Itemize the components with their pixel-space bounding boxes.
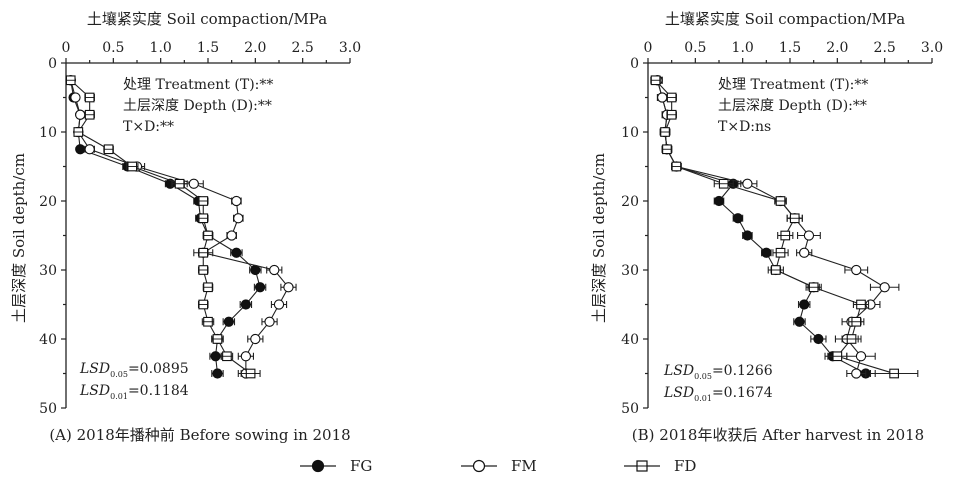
legend-item-fd: FD: [624, 457, 696, 475]
data-point: [803, 230, 815, 241]
data-point: [794, 316, 805, 327]
data-point: [240, 299, 251, 310]
x-tick-label: 1.5: [197, 40, 219, 56]
x-tick-label: 2.5: [292, 40, 314, 56]
data-point: [231, 195, 242, 207]
series-line: [655, 79, 895, 375]
y-tick-label: 0: [48, 56, 57, 72]
data-point: [732, 213, 744, 224]
data-point: [70, 92, 81, 103]
legend: FG FM FD: [300, 457, 696, 475]
series-fd: [650, 75, 919, 379]
series-fm: [652, 75, 900, 379]
data-point: [851, 264, 862, 276]
panel-caption: (B) 2018年收获后 After harvest in 2018: [632, 426, 924, 444]
data-point: [231, 247, 242, 258]
data-point: [254, 282, 266, 293]
legend-label: FD: [674, 457, 696, 475]
y-tick-label: 40: [621, 332, 639, 348]
data-point: [879, 282, 890, 293]
data-point: [657, 92, 668, 103]
top-axis-title: 土壤紧实度 Soil compaction/MPa: [87, 10, 327, 28]
legend-label: FM: [511, 457, 537, 475]
y-tick-label: 30: [39, 263, 57, 279]
annotation-depth: 土层深度 Depth (D):**: [123, 98, 272, 114]
lsd-001: LSD0.01=0.1674: [663, 385, 773, 403]
x-tick-label: 2.0: [244, 40, 266, 56]
data-point: [233, 213, 244, 224]
data-point: [210, 351, 221, 362]
series-fm: [65, 75, 297, 379]
data-point: [188, 178, 199, 189]
data-point: [851, 368, 862, 379]
panel-caption: (A) 2018年播种前 Before sowing in 2018: [49, 426, 350, 444]
x-tick-label: 1.0: [732, 40, 754, 56]
legend-item-fg: FG: [300, 457, 372, 475]
x-tick-label: 2.0: [826, 40, 848, 56]
y-tick-label: 40: [39, 332, 57, 348]
y-tick-label: 20: [39, 194, 57, 210]
x-tick-label: 3.0: [921, 40, 943, 56]
x-tick-label: 1.0: [150, 40, 172, 56]
lsd-001: LSD0.01=0.1184: [79, 383, 189, 401]
y-tick-label: 10: [621, 125, 639, 141]
data-point: [240, 351, 252, 362]
data-point: [250, 264, 261, 276]
data-point: [799, 299, 810, 310]
annotation-interaction: T×D:ns: [718, 119, 771, 135]
data-point: [223, 316, 234, 327]
panel-b: 土壤紧实度 Soil compaction/MPa 土层深度 Soil dept…: [590, 10, 943, 444]
series-line: [70, 80, 290, 374]
data-point: [273, 299, 285, 310]
x-tick-label: 0: [62, 40, 71, 56]
data-point: [283, 282, 294, 293]
data-point: [761, 247, 772, 258]
data-point: [75, 109, 86, 120]
annotation-interaction: T×D:**: [123, 119, 174, 135]
lsd-005: LSD0.05=0.1266: [663, 363, 773, 381]
data-point: [742, 230, 753, 241]
data-point: [75, 144, 86, 155]
data-point: [813, 333, 824, 345]
y-axis-title: 土层深度 Soil depth/cm: [10, 153, 28, 323]
y-axis-title: 土层深度 Soil depth/cm: [590, 153, 608, 323]
lsd-005: LSD0.05=0.0895: [79, 361, 189, 379]
y-tick-label: 50: [621, 401, 639, 417]
x-tick-label: 0.5: [102, 40, 124, 56]
axes: 0 0.5 1.0 1.5 2.0 2.5 3.0 0 10 20 30 40 50: [39, 40, 361, 417]
x-tick-label: 0: [644, 40, 653, 56]
data-point: [250, 333, 261, 345]
legend-item-fm: FM: [461, 457, 537, 475]
annotation-treatment: 处理 Treatment (T):**: [718, 77, 868, 93]
data-point: [84, 144, 95, 155]
data-point: [269, 264, 280, 276]
data-point: [799, 247, 810, 258]
data-point: [855, 351, 867, 362]
y-tick-label: 20: [621, 194, 639, 210]
legend-open-circle-marker: [472, 459, 486, 473]
legend-filled-circle-marker: [311, 459, 325, 473]
x-tick-label: 2.5: [874, 40, 896, 56]
series-fd: [65, 75, 261, 379]
panel-a: 土壤紧实度 Soil compaction/MPa 土层深度 Soil dept…: [10, 10, 361, 444]
y-tick-label: 50: [39, 401, 57, 417]
data-point: [226, 230, 237, 241]
data-point: [742, 178, 753, 189]
data-point: [264, 316, 275, 327]
axes: 0 0.5 1.0 1.5 2.0 2.5 3.0 0 10 20 30 40 50: [621, 40, 943, 417]
annotation-treatment: 处理 Treatment (T):**: [123, 77, 273, 93]
data-point: [212, 368, 223, 379]
y-tick-label: 10: [39, 125, 57, 141]
top-axis-title: 土壤紧实度 Soil compaction/MPa: [665, 10, 905, 28]
y-tick-label: 30: [621, 263, 639, 279]
x-tick-label: 0.5: [684, 40, 706, 56]
legend-label: FG: [350, 457, 372, 475]
x-tick-label: 3.0: [339, 40, 361, 56]
y-tick-label: 0: [630, 56, 639, 72]
x-tick-label: 1.5: [779, 40, 801, 56]
data-point: [713, 195, 725, 207]
annotation-depth: 土层深度 Depth (D):**: [718, 98, 867, 114]
